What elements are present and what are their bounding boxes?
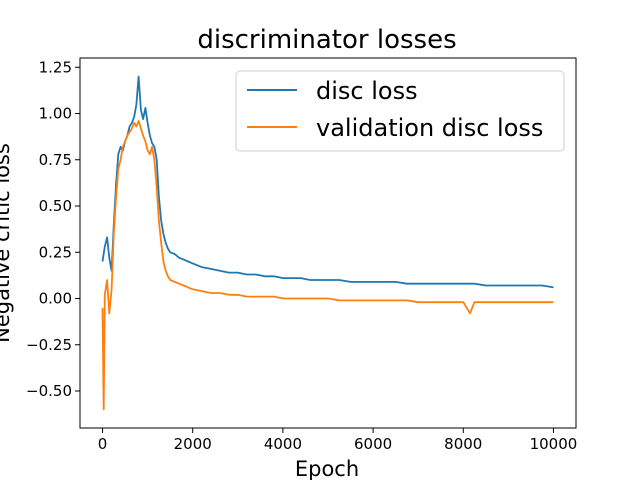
y-tick-label: 1.00	[39, 105, 72, 123]
chart-title: discriminator losses	[197, 25, 456, 55]
y-tick-label: 0.00	[39, 290, 72, 308]
legend-label-disc-loss: disc loss	[316, 77, 418, 105]
x-tick-label: 10000	[530, 435, 578, 453]
axes-frame	[79, 57, 577, 429]
series-line-validation-disc-loss	[101, 120, 554, 411]
series-line-disc-loss	[101, 75, 554, 289]
legend: disc loss validation disc loss	[235, 70, 565, 152]
y-tick-label: −0.50	[26, 382, 72, 400]
y-tick-label: 0.50	[39, 197, 72, 215]
x-tick-label: 0	[98, 435, 108, 453]
x-axis-label: Epoch	[295, 457, 359, 480]
x-axis: 0 2000 4000 6000 8000 10000	[98, 428, 578, 453]
y-axis-label: Negative critic loss	[0, 143, 14, 343]
series-layer	[101, 75, 554, 411]
y-tick-label: −0.25	[26, 336, 72, 354]
y-tick-label: 0.25	[39, 243, 72, 261]
x-tick-label: 6000	[354, 435, 392, 453]
x-tick-label: 2000	[174, 435, 212, 453]
y-axis: −0.50 −0.25 0.00 0.25 0.50 0.75 1.00 1.25	[26, 58, 80, 400]
y-tick-label: 0.75	[39, 151, 72, 169]
legend-label-validation-disc-loss: validation disc loss	[316, 114, 543, 142]
x-tick-label: 8000	[444, 435, 482, 453]
x-tick-label: 4000	[264, 435, 302, 453]
plot-area	[79, 57, 577, 429]
y-tick-label: 1.25	[39, 58, 72, 76]
legend-frame	[235, 70, 565, 152]
